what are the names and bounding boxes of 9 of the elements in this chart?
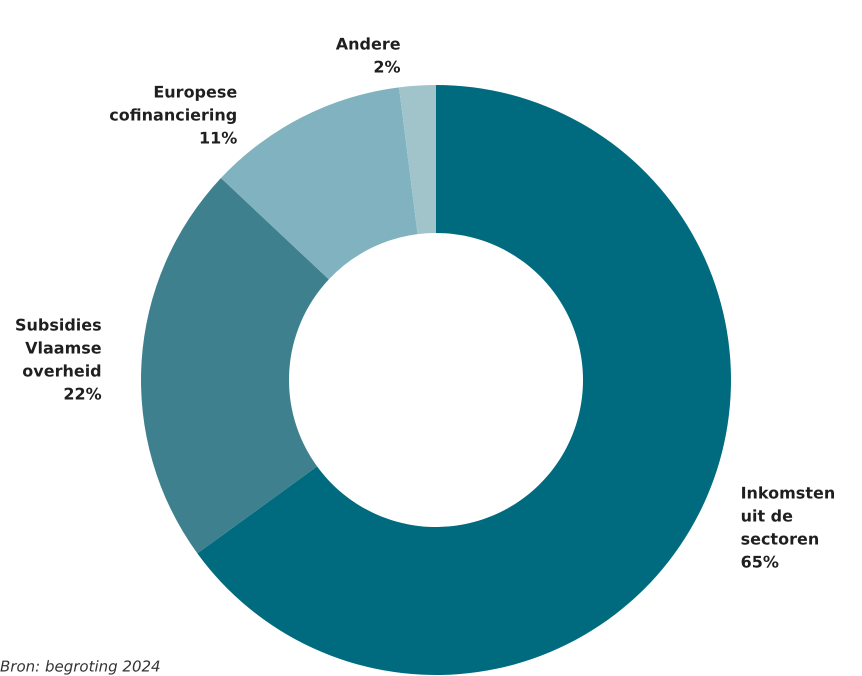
data-label: 11%: [198, 128, 238, 148]
data-label: 65%: [740, 552, 779, 572]
data-label: 2%: [373, 58, 401, 77]
slice-label: Subsidies Vlaamse overheid: [14, 316, 102, 381]
data-label: 22%: [63, 384, 102, 404]
slice-label: Europese cofinanciering: [109, 82, 238, 125]
slice-label: Andere: [336, 34, 401, 54]
slice-label: Inkomsten uit de sectoren: [740, 484, 836, 549]
text: Bron: begroting 2024: [0, 658, 161, 676]
